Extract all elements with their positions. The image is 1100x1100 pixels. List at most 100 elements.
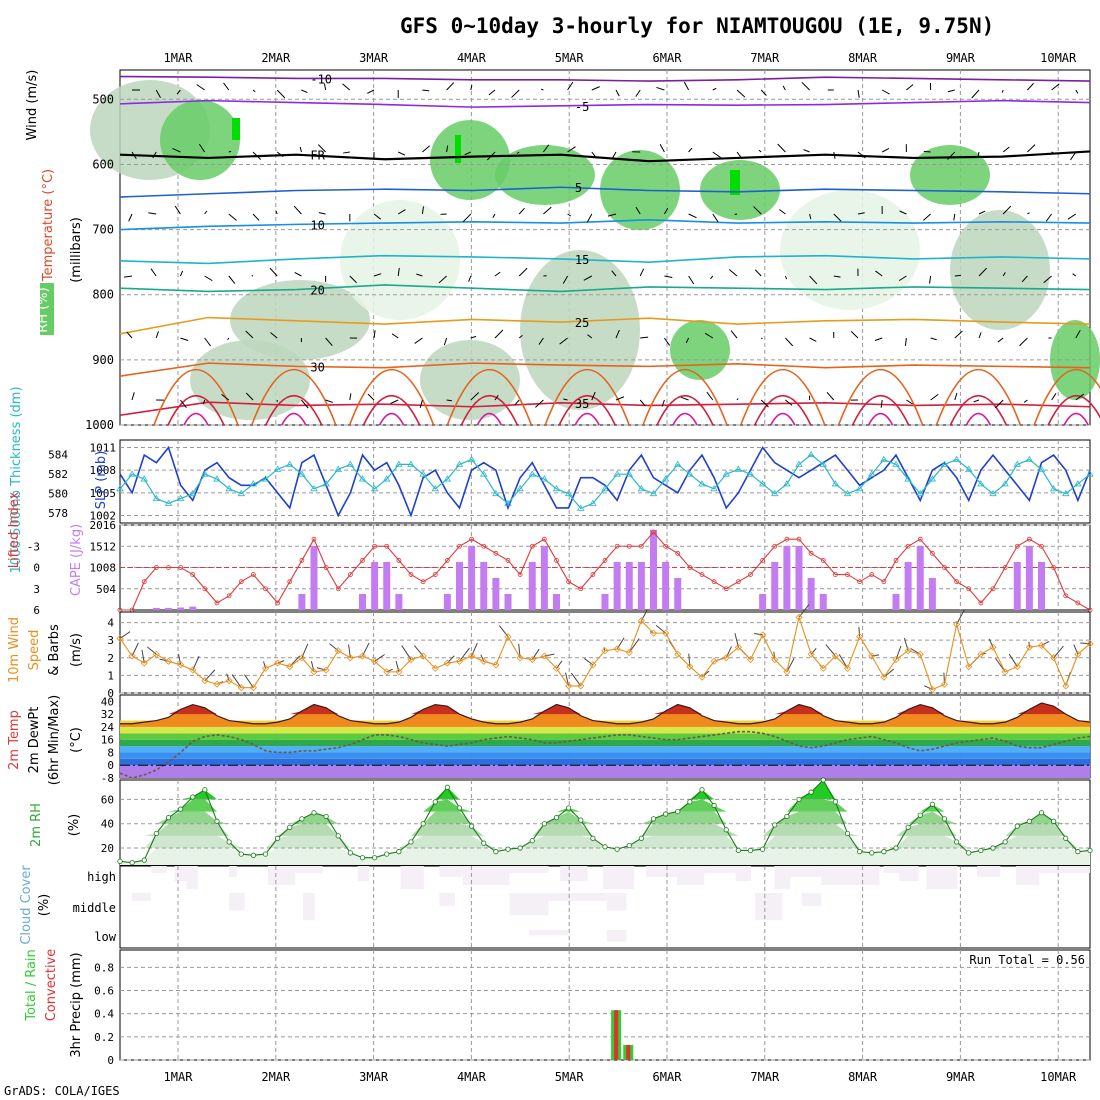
wind-barb — [954, 330, 963, 339]
wind-speed-point — [649, 629, 658, 637]
wind-barb — [494, 271, 501, 277]
day-label-bottom: 2MAR — [261, 1070, 291, 1084]
wind-speed-point — [843, 664, 852, 672]
rh2m-point — [626, 842, 632, 849]
wind-barb — [464, 151, 472, 156]
footer-credit: GrADS: COLA/IGES — [4, 1084, 120, 1098]
slp-line — [119, 445, 1091, 518]
lifted-index-point — [590, 572, 596, 577]
wind10m-axis-label-3: & Barbs — [47, 624, 62, 676]
warm-contour — [183, 412, 209, 426]
lifted-index-point — [699, 572, 705, 577]
wind-barb — [373, 330, 376, 339]
lifted-index-point — [420, 579, 426, 585]
warm-contour — [642, 368, 728, 426]
wind-barb — [712, 213, 719, 223]
wind-barb — [1075, 89, 1079, 94]
thickness-point — [637, 485, 646, 492]
lifted-index-point — [469, 536, 475, 542]
thickness-point — [249, 480, 258, 487]
thickness-point — [746, 470, 755, 477]
cloud-row-label: middle — [73, 901, 116, 915]
lifted-index-point — [723, 586, 729, 592]
wind-barb — [446, 399, 452, 402]
wind-speed-point — [189, 666, 197, 674]
wind-barb — [559, 337, 568, 345]
warm-contour — [656, 395, 714, 426]
cape-bar — [625, 561, 633, 610]
wind-speed-point — [237, 684, 245, 692]
wind-barb — [906, 84, 914, 91]
wind-barb — [204, 210, 208, 215]
cloud-clear-patch — [439, 866, 463, 877]
wind-speed-point — [953, 620, 961, 628]
rh2m-point — [481, 840, 487, 846]
upper-air-ytick: 800 — [92, 288, 114, 302]
wind-barb — [930, 393, 939, 401]
wind-speed-point — [1074, 650, 1082, 658]
lifted-index-point — [141, 579, 147, 585]
wind-speed-point — [771, 655, 779, 664]
cloud-axis-label-1: Cloud Cover — [19, 865, 34, 945]
rh2m-point — [614, 846, 620, 852]
lifted-index-point — [444, 558, 450, 563]
thickness-point — [989, 489, 997, 497]
rh2m-point — [517, 845, 523, 851]
cape-bar — [1038, 561, 1045, 610]
rh2m-point — [553, 815, 560, 821]
wind-barb — [511, 89, 520, 98]
dewpoint-line — [119, 730, 1091, 779]
cape-bar — [189, 606, 197, 610]
wind-barb — [276, 151, 284, 158]
thickness-point — [1025, 455, 1034, 462]
isotherm-15 — [119, 254, 1091, 265]
rh2m-point — [844, 830, 851, 837]
wind-barb — [397, 209, 406, 215]
lifted-ytick: 0 — [33, 562, 40, 575]
warm-contour — [837, 368, 924, 426]
wind-barb — [1075, 330, 1081, 339]
cloud-clear-patch — [186, 866, 198, 889]
wind-speed-point — [759, 631, 767, 639]
wind-barb — [954, 392, 958, 401]
rh-shade — [780, 190, 920, 310]
cloud-clear-patch — [821, 866, 880, 885]
rh2m-axis-label-2: (%) — [67, 814, 82, 837]
wind-barb — [1051, 151, 1054, 154]
wind-barb — [204, 337, 212, 347]
rh2m-point — [444, 784, 450, 790]
rh2m-point — [1038, 810, 1045, 816]
lifted-index-point — [578, 586, 584, 592]
wind-barb — [251, 274, 254, 277]
wind-barb — [221, 394, 230, 401]
isotherm-label: 10 — [310, 218, 324, 232]
cape-axis-label: CAPE (J/kg) — [69, 524, 84, 596]
wind-speed-line — [119, 615, 1091, 691]
lifted-index-point — [966, 586, 972, 592]
wind-barb — [131, 151, 137, 160]
wind-speed-point — [480, 657, 488, 665]
rh2m-point — [311, 810, 317, 816]
thickness-point — [783, 480, 791, 487]
thickness-point — [189, 489, 197, 497]
cloud-clear-patch — [883, 866, 900, 873]
isotherm-label: -10 — [310, 72, 332, 86]
slp-ytick: 1011 — [90, 442, 117, 455]
thickness-point — [831, 480, 840, 487]
precip-ytick: 0.2 — [94, 1031, 114, 1044]
cloud-clear-patch — [548, 893, 607, 902]
wind-barb — [730, 330, 738, 339]
wind-barb — [152, 151, 157, 159]
isotherm-label: 30 — [310, 360, 324, 374]
wind-barb — [611, 270, 617, 277]
wind-barb — [809, 337, 817, 342]
precip-frame — [119, 949, 1091, 1061]
thickness-point — [1001, 480, 1009, 487]
rh-shade — [160, 100, 240, 180]
isotherm--10 — [119, 75, 1091, 82]
lifted-index-point — [1026, 536, 1032, 542]
wind-speed-point — [989, 643, 997, 651]
rh2m-point — [699, 787, 705, 793]
thickness-point — [564, 489, 573, 497]
